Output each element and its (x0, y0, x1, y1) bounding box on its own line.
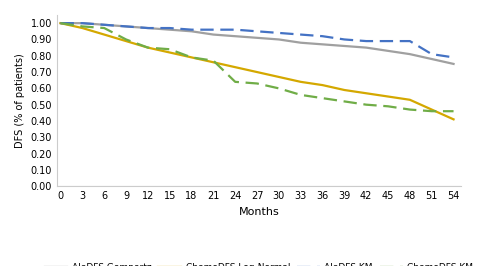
Line: ChemoDFS KM: ChemoDFS KM (60, 23, 454, 111)
AleDFS Gompertz (254, 36, 260, 39)
ChemoDFS Log-Normal (254, 70, 260, 74)
ChemoDFS Log-Normal (101, 33, 107, 36)
ChemoDFS KM (320, 97, 326, 100)
AleDFS KM (123, 25, 129, 28)
AleDFS KM (145, 26, 151, 30)
AleDFS KM (101, 23, 107, 26)
AleDFS KM (166, 26, 172, 30)
AleDFS KM (407, 39, 413, 43)
AleDFS KM (320, 35, 326, 38)
ChemoDFS Log-Normal (232, 66, 238, 69)
Legend: AleDFS Gompertz, ChemoDFS Log-Normal, AleDFS KM, ChemoDFS KM: AleDFS Gompertz, ChemoDFS Log-Normal, Al… (41, 259, 477, 266)
AleDFS Gompertz (385, 49, 391, 52)
ChemoDFS KM (80, 25, 86, 28)
AleDFS Gompertz (58, 22, 64, 25)
AleDFS Gompertz (101, 23, 107, 26)
AleDFS Gompertz (166, 28, 172, 31)
ChemoDFS KM (298, 93, 304, 97)
AleDFS KM (363, 39, 369, 43)
Line: AleDFS KM: AleDFS KM (60, 23, 454, 57)
ChemoDFS Log-Normal (58, 22, 64, 25)
ChemoDFS KM (428, 110, 434, 113)
ChemoDFS Log-Normal (123, 39, 129, 43)
AleDFS KM (298, 33, 304, 36)
ChemoDFS KM (342, 100, 347, 103)
AleDFS Gompertz (363, 46, 369, 49)
ChemoDFS Log-Normal (298, 80, 304, 84)
AleDFS KM (450, 56, 456, 59)
AleDFS Gompertz (428, 57, 434, 61)
AleDFS KM (342, 38, 347, 41)
ChemoDFS KM (101, 26, 107, 30)
AleDFS KM (254, 30, 260, 33)
AleDFS Gompertz (450, 62, 456, 65)
ChemoDFS Log-Normal (407, 98, 413, 101)
ChemoDFS Log-Normal (450, 118, 456, 121)
ChemoDFS Log-Normal (166, 51, 172, 54)
AleDFS KM (232, 28, 238, 31)
AleDFS Gompertz (188, 30, 194, 33)
Line: AleDFS Gompertz: AleDFS Gompertz (60, 23, 454, 64)
AleDFS Gompertz (145, 26, 151, 30)
ChemoDFS KM (188, 56, 194, 59)
AleDFS Gompertz (80, 22, 86, 25)
ChemoDFS KM (450, 110, 456, 113)
AleDFS Gompertz (232, 35, 238, 38)
AleDFS KM (276, 31, 282, 35)
ChemoDFS Log-Normal (342, 88, 347, 92)
AleDFS KM (385, 39, 391, 43)
ChemoDFS Log-Normal (145, 46, 151, 49)
ChemoDFS Log-Normal (428, 108, 434, 111)
ChemoDFS KM (210, 59, 216, 62)
AleDFS Gompertz (407, 53, 413, 56)
AleDFS Gompertz (276, 38, 282, 41)
ChemoDFS Log-Normal (210, 61, 216, 64)
ChemoDFS KM (232, 80, 238, 84)
ChemoDFS KM (385, 105, 391, 108)
AleDFS KM (58, 22, 64, 25)
X-axis label: Months: Months (238, 207, 279, 217)
AleDFS KM (80, 22, 86, 25)
Y-axis label: DFS (% of patients): DFS (% of patients) (15, 53, 25, 148)
ChemoDFS Log-Normal (80, 26, 86, 30)
ChemoDFS KM (58, 22, 64, 25)
AleDFS KM (428, 53, 434, 56)
ChemoDFS Log-Normal (188, 56, 194, 59)
AleDFS Gompertz (320, 43, 326, 46)
ChemoDFS KM (123, 38, 129, 41)
ChemoDFS Log-Normal (385, 95, 391, 98)
ChemoDFS KM (407, 108, 413, 111)
ChemoDFS Log-Normal (363, 92, 369, 95)
ChemoDFS KM (254, 82, 260, 85)
ChemoDFS KM (166, 48, 172, 51)
ChemoDFS KM (145, 46, 151, 49)
AleDFS KM (188, 28, 194, 31)
ChemoDFS KM (363, 103, 369, 106)
AleDFS Gompertz (298, 41, 304, 44)
ChemoDFS Log-Normal (320, 84, 326, 87)
Line: ChemoDFS Log-Normal: ChemoDFS Log-Normal (60, 23, 454, 119)
ChemoDFS KM (276, 87, 282, 90)
ChemoDFS Log-Normal (276, 75, 282, 78)
AleDFS KM (210, 28, 216, 31)
AleDFS Gompertz (342, 44, 347, 48)
AleDFS Gompertz (210, 33, 216, 36)
AleDFS Gompertz (123, 25, 129, 28)
